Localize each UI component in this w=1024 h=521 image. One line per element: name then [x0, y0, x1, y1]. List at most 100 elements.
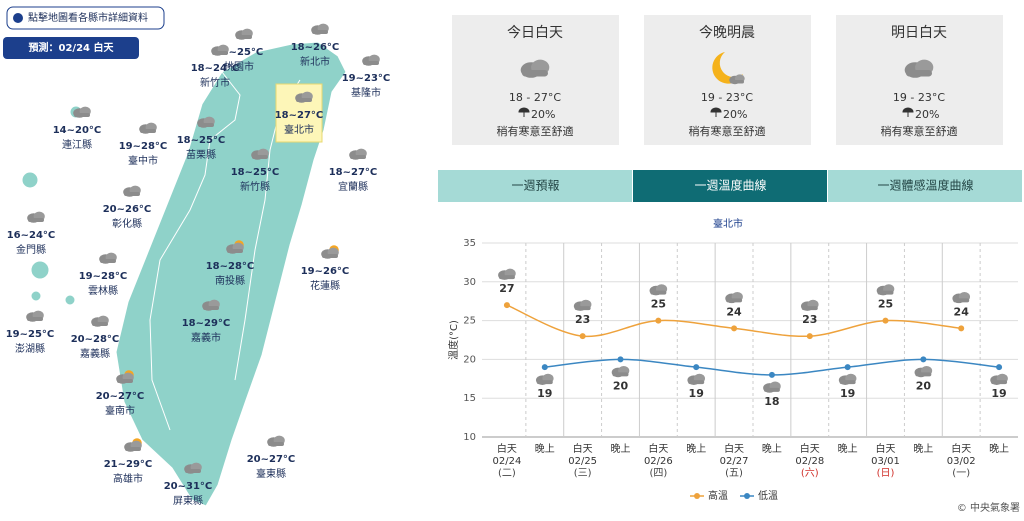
cloud-part [185, 469, 201, 473]
x-tick-label: 白天 [573, 442, 593, 455]
county-name: 新北市 [300, 55, 330, 68]
tab-label: 一週預報 [511, 179, 559, 193]
weather-icon [573, 299, 592, 311]
county-name: 金門縣 [16, 243, 46, 256]
y-tick-label: 20 [463, 354, 476, 365]
x-tick-label: 晚上 [762, 443, 782, 455]
card-title: 今日白天 [507, 25, 563, 41]
y-tick-label: 30 [463, 277, 476, 288]
cloud-part [763, 387, 780, 392]
x-weekday-label: (一) [952, 468, 970, 479]
island[interactable] [30, 260, 50, 280]
county-temp: 21~29°C [104, 459, 153, 470]
weather-icon [952, 291, 971, 304]
island[interactable] [30, 290, 42, 302]
weather-icon [235, 28, 253, 40]
weather-icon [990, 373, 1008, 385]
data-label: 25 [651, 298, 666, 311]
tab[interactable] [828, 170, 1022, 202]
y-tick-label: 15 [463, 393, 476, 404]
x-weekday-label: (三) [574, 468, 592, 479]
data-label: 19 [689, 387, 704, 400]
county-name: 花蓮縣 [310, 279, 340, 292]
card-comfort: 稍有寒意至舒適 [497, 124, 574, 138]
x-date-label: 02/25 [568, 456, 597, 467]
x-tick-label: 白天 [800, 442, 820, 455]
x-tick-label: 白天 [876, 442, 896, 455]
umbrella-icon [710, 107, 722, 117]
weather-icon [763, 381, 781, 393]
umbrella-icon [902, 107, 914, 117]
weather-icon [27, 211, 45, 223]
cloud-part [203, 306, 219, 310]
taiwan-island[interactable] [115, 41, 347, 507]
map-hint-button[interactable] [6, 6, 165, 30]
card-title: 明日白天 [891, 25, 947, 41]
data-label: 19 [840, 387, 855, 400]
weather-icon [295, 91, 313, 103]
county-temp: 19~23°C [342, 73, 391, 84]
legend-marker [744, 493, 750, 499]
cloud-part [498, 275, 515, 280]
card-comfort: 稍有寒意至舒適 [881, 124, 958, 138]
cloud-part [877, 290, 894, 295]
card-title: 今晚明晨 [699, 25, 755, 41]
county-name: 宜蘭縣 [338, 180, 368, 193]
weather-icon [498, 268, 516, 280]
legend-label: 低溫 [758, 489, 778, 502]
card-temp: 18 - 27°C [509, 91, 561, 104]
weather-icon [914, 366, 933, 378]
weather-icon [321, 245, 339, 259]
weather-icon [139, 122, 157, 134]
county-temp: 18~25°C [215, 47, 264, 58]
tab[interactable] [438, 170, 632, 202]
weather-icon [116, 370, 134, 384]
weather-icon [649, 284, 668, 296]
x-tick-label: 晚上 [611, 443, 631, 455]
x-date-label: 02/27 [720, 456, 749, 467]
y-tick-label: 35 [463, 238, 476, 249]
island[interactable] [21, 171, 39, 189]
weather-icon [800, 299, 819, 311]
x-tick-label: 晚上 [989, 443, 1009, 455]
weather-icon [362, 54, 380, 66]
data-point [844, 364, 851, 371]
cloud-part [688, 380, 705, 385]
weather-icon [729, 74, 745, 85]
cloud-part [730, 80, 744, 84]
county-name: 嘉義市 [191, 331, 221, 344]
y-axis-label: 溫度(°C) [447, 320, 460, 360]
cloud-part [117, 379, 133, 383]
weather-icon [349, 148, 367, 160]
county-name: 高雄市 [113, 472, 143, 485]
weather-icon [876, 284, 895, 296]
cloud-part [227, 249, 243, 253]
map-hint: 點擊地圖看各縣市詳細資料 [28, 11, 148, 24]
x-weekday-label: (六) [801, 467, 819, 479]
island[interactable] [64, 294, 76, 306]
chart-title: 臺北市 [713, 217, 743, 230]
cloud-part [312, 30, 328, 34]
x-tick-label: 白天 [497, 442, 517, 455]
legend-label: 高溫 [708, 489, 728, 502]
county-temp: 19~28°C [79, 271, 128, 282]
tab[interactable] [633, 170, 827, 202]
data-point [996, 364, 1003, 371]
county-name: 新竹縣 [240, 180, 270, 193]
data-label: 18 [764, 395, 779, 408]
x-tick-label: 晚上 [838, 443, 858, 455]
weather-icon [91, 315, 109, 327]
cloud-part [27, 317, 43, 321]
x-weekday-label: (二) [498, 468, 516, 479]
county-name: 臺南市 [105, 404, 135, 417]
x-tick-label: 白天 [648, 442, 668, 455]
county-temp: 19~28°C [119, 141, 168, 152]
data-point [503, 302, 510, 309]
data-label: 24 [954, 305, 970, 318]
county-name: 澎湖縣 [15, 343, 45, 355]
cloud-part [991, 380, 1008, 385]
cloud-part [906, 70, 932, 77]
cloud-part [612, 372, 629, 377]
data-label: 20 [613, 379, 629, 392]
forecast-card [836, 15, 1003, 145]
